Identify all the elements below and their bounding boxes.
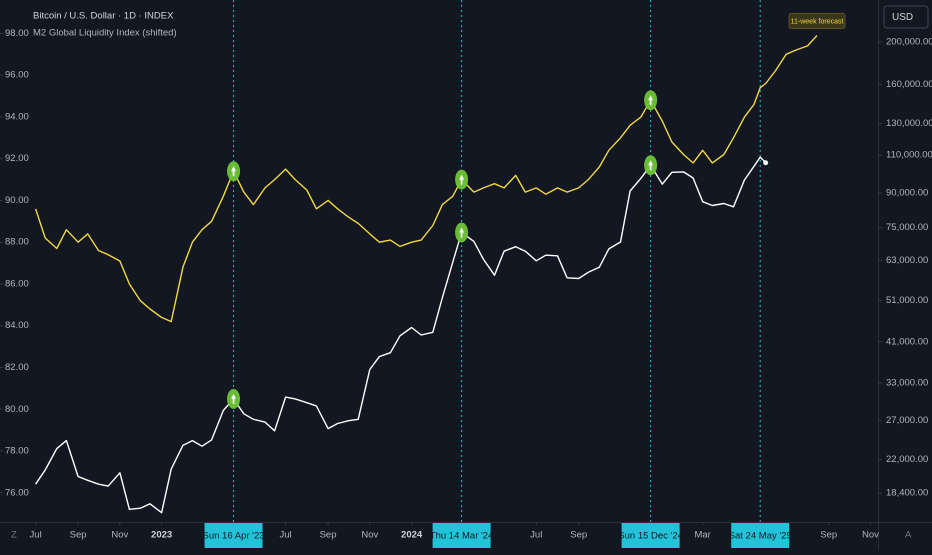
y2-tick-label: 51,000.00 xyxy=(886,295,928,306)
y2-tick-label: 200,000.00 xyxy=(886,37,932,48)
x-tick-label: Nov xyxy=(862,530,879,541)
signal-arrow xyxy=(231,166,237,177)
y-tick-label: 92.00 xyxy=(5,153,29,164)
y2-tick-label: 22,000.00 xyxy=(886,454,928,465)
x-tick-label: Jul xyxy=(530,530,542,541)
annotation-text: 11-week forecast xyxy=(791,18,844,25)
y2-tick-label: 63,000.00 xyxy=(886,255,928,266)
y-tick-label: 78.00 xyxy=(5,446,29,457)
y2-tick-label: 130,000.00 xyxy=(886,118,932,129)
y-tick-label: 82.00 xyxy=(5,362,29,373)
marker-date-box xyxy=(432,523,491,548)
x-tick-label: Sep xyxy=(820,530,837,541)
x-tick-label: Sep xyxy=(570,530,587,541)
signal-arrow xyxy=(648,95,654,106)
x-tick-label: 2024 xyxy=(401,530,423,541)
y2-tick-label: 90,000.00 xyxy=(886,188,928,199)
last-point xyxy=(763,160,769,166)
currency-label[interactable]: USD xyxy=(892,12,913,23)
y2-tick-label: 110,000.00 xyxy=(886,150,932,161)
marker-date-label: Thu 14 Mar '24 xyxy=(430,531,494,542)
y-tick-label: 94.00 xyxy=(5,111,29,122)
marker-date-box xyxy=(204,523,263,548)
series-line xyxy=(34,35,818,323)
y2-tick-label: 18,400.00 xyxy=(886,488,928,499)
y2-tick-label: 160,000.00 xyxy=(886,79,932,90)
signal-arrow xyxy=(459,227,465,238)
plot-area: 76.00 78.00 80.00 82.00 84.00 86.00 88.00 90.00… xyxy=(0,0,846,522)
currency-button[interactable] xyxy=(883,5,929,29)
y-tick-label: 98.00 xyxy=(5,28,29,39)
y-tick-label: 90.00 xyxy=(5,195,29,206)
x-tick-label: Nov xyxy=(111,530,128,541)
scale-button[interactable]: Z xyxy=(11,530,17,541)
series-title: M2 Global Liquidity Index (shifted) xyxy=(33,28,177,39)
signal-arrow xyxy=(648,160,654,171)
y2-tick-label: 27,000.00 xyxy=(886,415,928,426)
marker-date-label: Sun 15 Dec '24 xyxy=(618,531,683,542)
annotation-box xyxy=(788,12,846,29)
x-tick-label: 2023 xyxy=(151,530,172,541)
y-tick-label: 88.00 xyxy=(5,237,29,248)
y2-tick-label: 33,000.00 xyxy=(886,377,928,388)
marker-date-label: Sun 16 Apr '23 xyxy=(203,531,265,542)
y-tick-label: 76.00 xyxy=(5,487,29,498)
signal-arrow xyxy=(459,174,465,185)
x-tick-label: Jul xyxy=(30,530,42,541)
x-tick-label: Nov xyxy=(361,530,378,541)
x-tick-label: Sep xyxy=(70,530,87,541)
marker-date-box xyxy=(731,523,790,548)
x-tick-label: Jul xyxy=(280,530,292,541)
signal-arrow xyxy=(231,393,237,404)
x-tick-label: Mar xyxy=(694,530,710,541)
y-tick-label: 96.00 xyxy=(5,70,29,81)
x-tick-label: Sep xyxy=(320,530,337,541)
y-tick-label: 80.00 xyxy=(5,404,29,415)
marker-date-box xyxy=(621,523,680,548)
y2-tick-label: 75,000.00 xyxy=(886,222,928,233)
marker-date-label: Sat 24 May '25 xyxy=(729,531,792,542)
y2-tick-label: 41,000.00 xyxy=(886,336,928,347)
scale-button[interactable]: A xyxy=(905,530,912,541)
y-tick-label: 86.00 xyxy=(5,278,29,289)
y-tick-label: 84.00 xyxy=(5,320,29,331)
series-title: Bitcoin / U.S. Dollar · 1D · INDEX xyxy=(33,11,174,22)
